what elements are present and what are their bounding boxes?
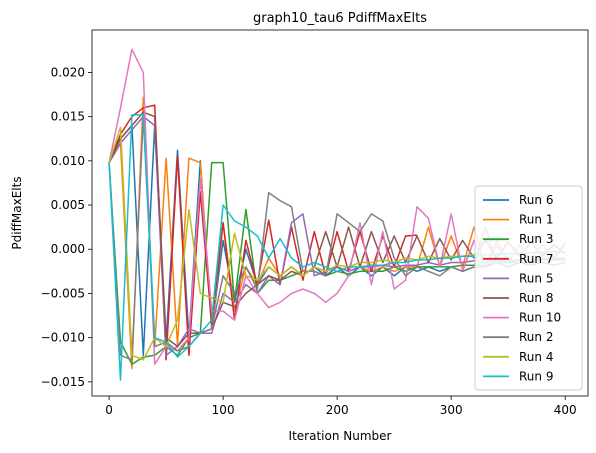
plot-frame xyxy=(91,29,589,397)
legend-label: Run 4 xyxy=(519,350,553,364)
legend: Run 6 Run 1 Run 3 Run 7 Run 5 Run 8 Run 10 Run … xyxy=(474,185,583,391)
y-tick-label: −0.005 xyxy=(41,286,85,300)
legend-label: Run 9 xyxy=(519,369,553,383)
x-tick-label: 200 xyxy=(326,403,349,417)
legend-label: Run 1 xyxy=(519,213,553,227)
y-tick-label: 0.020 xyxy=(51,65,85,79)
y-tick-label: 0.010 xyxy=(51,154,85,168)
x-tick-label: 0 xyxy=(105,403,113,417)
y-tick-label: 0.005 xyxy=(51,198,85,212)
y-tick-label: 0.015 xyxy=(51,110,85,124)
legend-box xyxy=(474,185,583,391)
y-tick-label: −0.015 xyxy=(41,375,85,389)
x-tick-label: 400 xyxy=(554,403,577,417)
y-axis-label: PdiffMaxElts xyxy=(10,176,24,249)
y-tick-label: 0.000 xyxy=(51,242,85,256)
x-tick-label: 300 xyxy=(440,403,463,417)
legend-label: Run 5 xyxy=(519,271,553,285)
y-tick-label: −0.010 xyxy=(41,331,85,345)
legend-label: Run 6 xyxy=(519,193,553,207)
x-tick-label: 100 xyxy=(212,403,235,417)
y-axis: −0.015 −0.010 −0.005 0.000 0.005 0.010 0.015 0.… xyxy=(41,65,92,389)
legend-label: Run 2 xyxy=(519,330,553,344)
x-axis: 0 100 200 300 400 xyxy=(105,396,577,417)
legend-label: Run 7 xyxy=(519,252,553,266)
legend-label: Run 10 xyxy=(519,311,561,325)
chart-title: graph10_tau6 PdiffMaxElts xyxy=(253,11,427,26)
legend-label: Run 3 xyxy=(519,232,553,246)
legend-label: Run 8 xyxy=(519,291,553,305)
x-axis-label: Iteration Number xyxy=(289,429,392,443)
